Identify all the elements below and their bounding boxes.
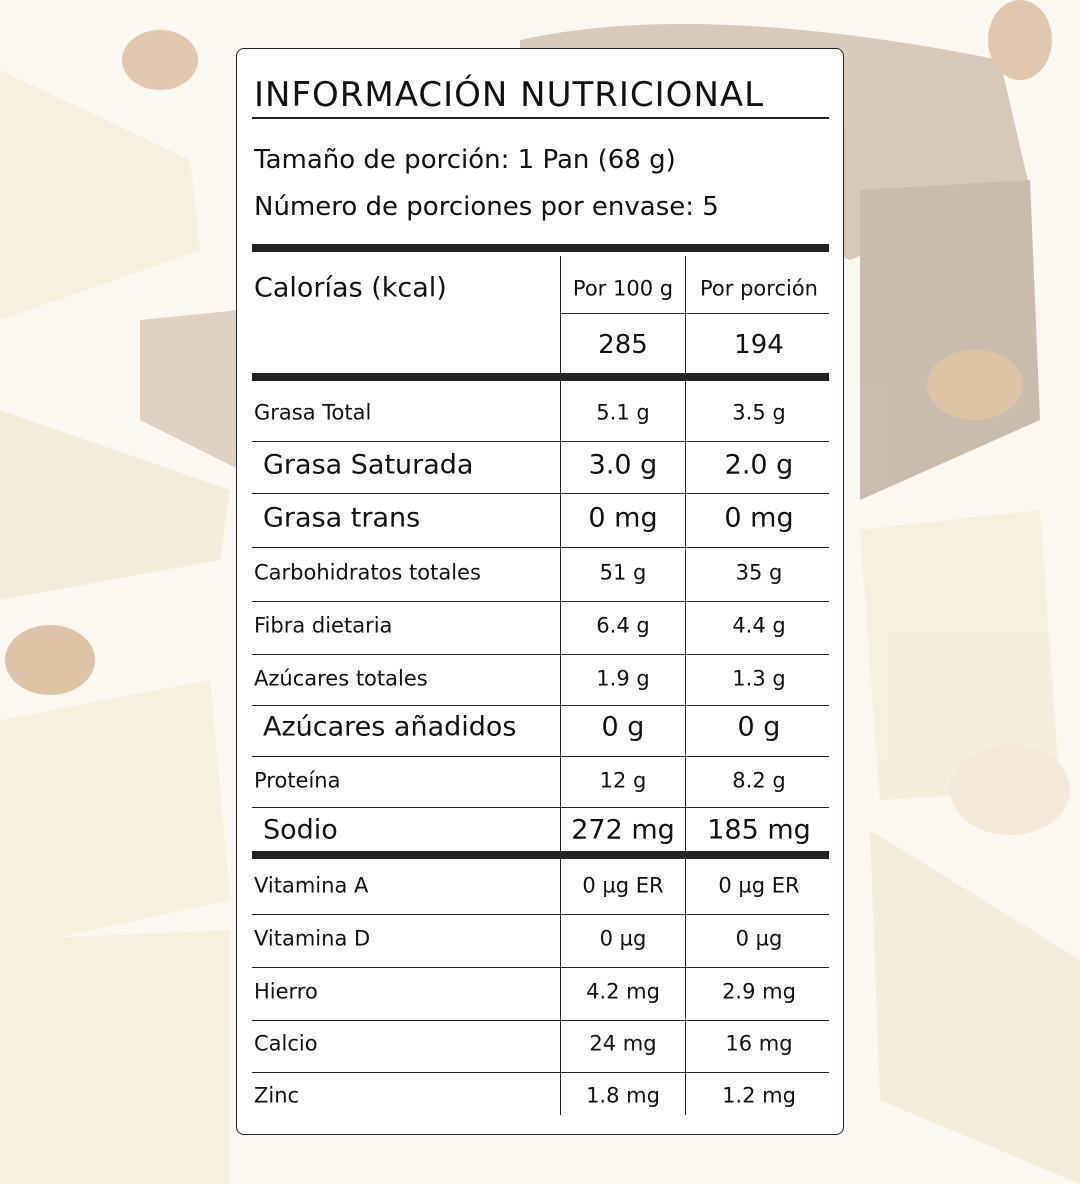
thick-rule <box>252 244 829 252</box>
row-rule <box>252 1071 829 1073</box>
per-serving-value: 185 mg <box>707 814 811 846</box>
per-100g-value: 6.4 g <box>596 613 650 638</box>
row-rule <box>252 755 829 757</box>
nutrient-label: Zinc <box>254 1083 300 1108</box>
row-rule <box>252 601 829 602</box>
nutrient-label: Grasa trans <box>263 502 421 534</box>
per-serving-value: 0 µg <box>735 926 783 951</box>
per-100g-value: 272 mg <box>571 814 675 846</box>
row-rule <box>252 1019 829 1021</box>
row-rule <box>252 493 829 494</box>
row-rule <box>252 704 829 706</box>
per-100g-value: 51 g <box>599 560 647 585</box>
per-100g-value: 24 mg <box>589 1031 657 1056</box>
per-serving-value: 0 mg <box>724 502 794 534</box>
nutrient-label: Calcio <box>254 1031 318 1056</box>
per-100g-value: 1.8 mg <box>586 1083 660 1108</box>
per-serving-value: 35 g <box>735 560 783 585</box>
row-rule <box>252 547 829 548</box>
column-header: Por 100 g <box>572 276 674 301</box>
row-rule <box>252 807 829 808</box>
nutrient-label: Proteína <box>254 768 341 793</box>
per-100g-value: 4.2 mg <box>586 979 660 1004</box>
per-100g-value: 0 mg <box>588 502 658 534</box>
per-100g-value: 0 µg ER <box>582 873 664 898</box>
row-rule <box>252 654 829 655</box>
thick-rule <box>252 373 829 381</box>
column-header: Por porción <box>700 276 818 301</box>
title-rule <box>252 117 829 119</box>
nutrient-label: Fibra dietaria <box>254 613 393 638</box>
per-serving-value: 1.3 g <box>732 666 786 691</box>
nutrient-label: Hierro <box>254 979 318 1004</box>
calories-label: Calorías (kcal) <box>254 272 447 304</box>
per-100g-value: 0 µg <box>599 926 647 951</box>
column-rule <box>559 256 561 1115</box>
nutrient-label: Grasa Total <box>254 400 372 425</box>
title: INFORMACIÓN NUTRICIONAL <box>254 75 765 115</box>
per-100g-value: 12 g <box>599 768 647 793</box>
column-rule <box>684 256 686 1115</box>
per-100g-value: 0 g <box>601 711 645 743</box>
per-serving-value: 4.4 g <box>732 613 786 638</box>
nutrition-panel <box>236 48 844 1135</box>
per-serving-value: 16 mg <box>725 1031 793 1056</box>
servings-per-container: Número de porciones por envase: 5 <box>254 192 719 222</box>
thick-rule <box>252 851 829 859</box>
row-rule <box>560 312 829 314</box>
nutrient-label: Vitamina D <box>254 926 371 951</box>
row-rule <box>252 440 829 442</box>
calories-value: 194 <box>734 330 784 360</box>
nutrient-label: Azúcares totales <box>254 666 428 691</box>
nutrient-label: Azúcares añadidos <box>263 711 517 743</box>
nutrient-label: Vitamina A <box>254 873 369 898</box>
per-serving-value: 2.0 g <box>724 449 794 481</box>
per-100g-value: 5.1 g <box>596 400 650 425</box>
per-serving-value: 1.2 mg <box>722 1083 796 1108</box>
per-serving-value: 2.9 mg <box>722 979 796 1004</box>
nutrient-label: Grasa Saturada <box>263 449 474 481</box>
row-rule <box>252 914 829 915</box>
per-serving-value: 0 g <box>737 711 781 743</box>
per-100g-value: 1.9 g <box>596 666 650 691</box>
nutrient-label: Carbohidratos totales <box>254 560 481 585</box>
nutrient-label: Sodio <box>263 814 338 846</box>
calories-value: 285 <box>598 330 648 360</box>
serving-size: Tamaño de porción: 1 Pan (68 g) <box>254 145 676 175</box>
per-serving-value: 8.2 g <box>732 768 786 793</box>
per-100g-value: 3.0 g <box>588 449 658 481</box>
row-rule <box>252 967 829 968</box>
per-serving-value: 0 µg ER <box>718 873 800 898</box>
per-serving-value: 3.5 g <box>732 400 786 425</box>
